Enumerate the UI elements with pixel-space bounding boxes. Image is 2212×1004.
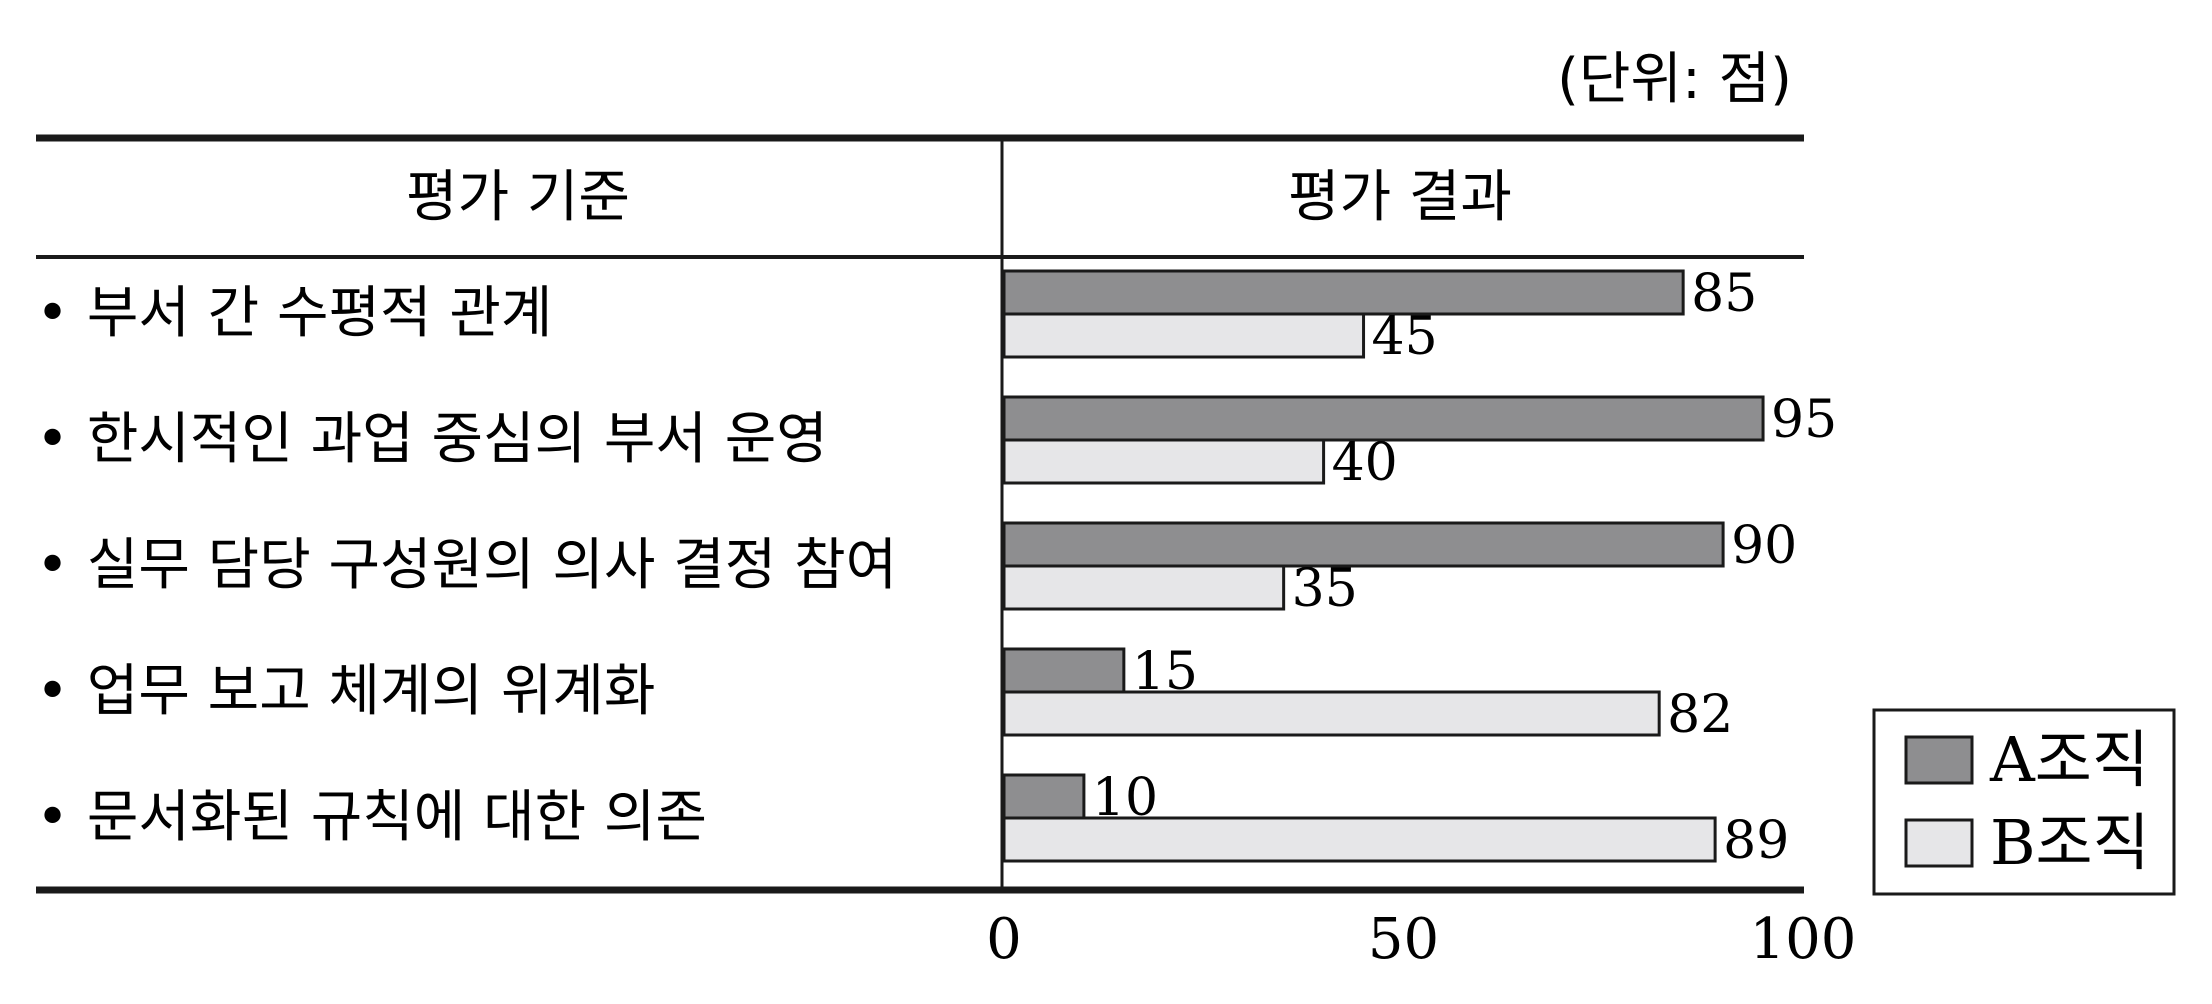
bar-value-label: 85 — [1691, 264, 1757, 324]
bar-value-label: 95 — [1771, 390, 1837, 450]
bar-value-label: 40 — [1332, 433, 1398, 493]
bars — [1002, 269, 1765, 863]
bar — [1002, 773, 1086, 820]
bar-value-label: 45 — [1372, 307, 1438, 367]
x-tick-label: 0 — [986, 907, 1022, 972]
result-header: 평가 결과 — [1288, 165, 1512, 230]
unit-label: (단위: 점) — [1557, 47, 1792, 112]
legend-label-a: A조직 — [1989, 723, 2149, 796]
legend-label-b: B조직 — [1990, 806, 2150, 879]
bar — [1002, 269, 1685, 316]
x-tick-label: 100 — [1750, 907, 1857, 972]
bar — [1002, 647, 1126, 694]
x-axis-ticks: 0 50 100 — [986, 907, 1856, 972]
category-labels: • 부서 간 수평적 관계 • 한시적인 과업 중심의 부서 운영 • 실무 담당 … — [36, 281, 897, 850]
legend-swatch-a — [1904, 735, 1974, 785]
bar — [1002, 312, 1366, 359]
bar — [1002, 816, 1717, 863]
bar-value-label: 35 — [1292, 559, 1358, 619]
bar — [1002, 395, 1765, 442]
bar — [1002, 564, 1286, 611]
legend: A조직 B조직 — [1872, 708, 2176, 896]
bar — [1002, 690, 1661, 737]
category-label: • 한시적인 과업 중심의 부서 운영 — [36, 407, 828, 472]
bar-value-label: 89 — [1723, 811, 1789, 871]
bar — [1002, 438, 1326, 485]
legend-swatch-b — [1904, 818, 1974, 868]
x-tick-label: 50 — [1368, 907, 1439, 972]
bar-value-label: 15 — [1132, 642, 1198, 702]
bar — [1002, 521, 1725, 568]
bar-value-label: 90 — [1731, 516, 1797, 576]
category-label: • 실무 담당 구성원의 의사 결정 참여 — [36, 533, 897, 598]
category-label: • 문서화된 규칙에 대한 의존 — [36, 785, 707, 850]
value-labels: 85 45 95 40 90 35 15 82 10 89 — [1092, 264, 1837, 871]
bar-value-label: 10 — [1092, 768, 1158, 828]
bar-value-label: 82 — [1667, 685, 1733, 745]
category-label: • 업무 보고 체계의 위계화 — [36, 659, 655, 724]
criteria-header: 평가 기준 — [406, 165, 630, 230]
category-label: • 부서 간 수평적 관계 — [36, 281, 552, 346]
